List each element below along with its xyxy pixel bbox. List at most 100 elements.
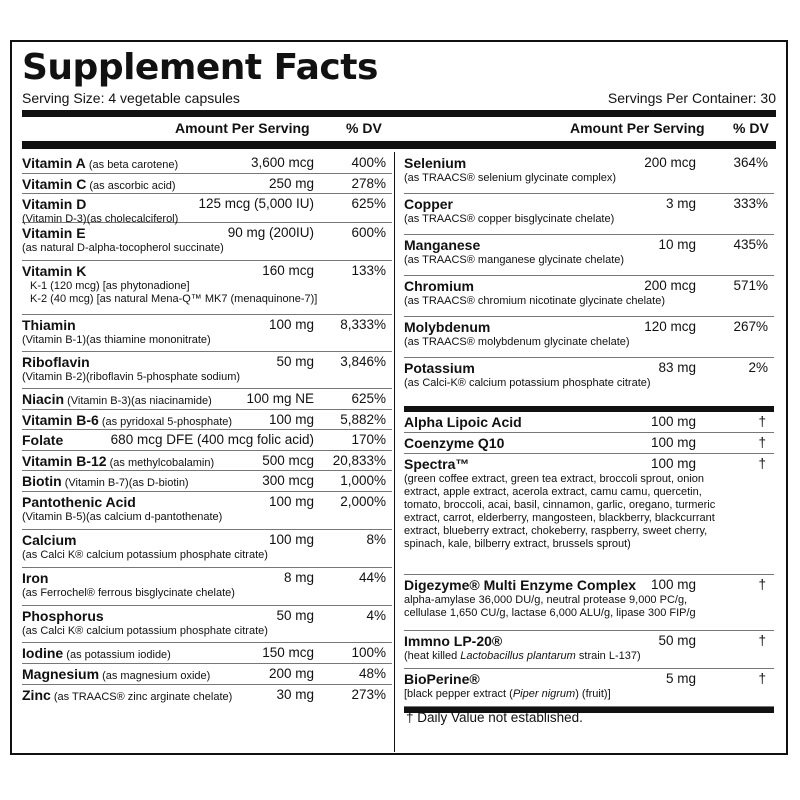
mineral-name: Potassium — [404, 360, 475, 376]
nutrient-name: Riboflavin — [22, 354, 90, 370]
nutrient-amount: 150 mcg — [262, 645, 314, 660]
mineral-dv: 435% — [733, 237, 768, 252]
nutrient-main-line: Niacin (Vitamin B-3)(as niacinamide) 100 … — [22, 390, 392, 408]
nutrient-source: K-1 (120 mcg) [as phytonadione] — [30, 280, 190, 292]
mineral-dv: 333% — [733, 196, 768, 211]
nutrient-dv: 170% — [351, 432, 386, 447]
nutrient-row: Vitamin D 125 mcg (5,000 IU) 625% (Vitamin … — [22, 194, 392, 225]
nutrient-row: Vitamin A (as beta carotene) 3,600 mcg 400… — [22, 153, 392, 174]
blend-detail: extract, apple extract, acerola extract,… — [404, 486, 702, 498]
nutrient-row: Niacin (Vitamin B-3)(as niacinamide) 100 … — [22, 389, 392, 410]
blend-detail: extract, carrot, elderberry, mangosteen,… — [404, 512, 715, 524]
nutrient-row: Calcium 100 mg 8% (as Calci K® calcium pota… — [22, 530, 392, 568]
mineral-amount: 120 mcg — [644, 319, 696, 334]
dagger-mark: † — [758, 456, 766, 471]
nutrient-amount: 30 mg — [276, 687, 314, 702]
nutrient-main-line: Vitamin B-12 (as methylcobalamin) 500 mcg… — [22, 452, 392, 470]
dagger-mark: † — [758, 435, 766, 450]
mineral-dv: 267% — [733, 319, 768, 334]
nutrient-row: Riboflavin 50 mg 3,846% (Vitamin B-2)(ribof… — [22, 352, 392, 389]
mineral-source: (as Calci-K® calcium potassium phosphate… — [404, 377, 651, 389]
blend-name: Digezyme® Multi Enzyme Complex — [404, 577, 637, 593]
nutrient-amount: 50 mg — [276, 354, 314, 369]
mineral-row: Selenium 200 mcg 364% (as TRAACS® selenium … — [404, 153, 774, 194]
nutrient-name: Magnesium — [22, 666, 100, 682]
nutrient-main-line: Vitamin C (as ascorbic acid) 250 mg 278% — [22, 175, 392, 193]
nutrient-amount: 300 mcg — [262, 473, 314, 488]
blend-separator-rule — [404, 406, 774, 412]
nutrient-amount: 90 mg (200IU) — [227, 225, 314, 240]
nutrient-row: Biotin (Vitamin B-7)(as D-biotin) 300 mcg… — [22, 471, 392, 492]
mineral-main-line: Manganese 10 mg 435% — [404, 236, 774, 254]
mineral-name: Molybdenum — [404, 319, 491, 335]
blend-amount: 100 mg — [650, 577, 696, 592]
nutrient-dv: 278% — [351, 176, 386, 191]
nutrient-main-line: Riboflavin 50 mg 3,846% — [22, 353, 392, 371]
nutrient-source: (as Ferrochel® ferrous bisglycinate chel… — [22, 587, 235, 599]
nutrient-name: Vitamin A — [22, 155, 86, 171]
nutrient-source: (Vitamin B-5)(as calcium d-pantothenate) — [22, 511, 223, 523]
nutrient-name: Vitamin K — [22, 263, 87, 279]
mineral-dv: 364% — [733, 155, 768, 170]
blend-name: Immno LP-20® — [404, 633, 503, 649]
nutrient-main-line: Pantothenic Acid 100 mg 2,000% — [22, 493, 392, 511]
mineral-amount: 10 mg — [658, 237, 696, 252]
nutrient-main-line: Vitamin E 90 mg (200IU) 600% — [22, 224, 392, 242]
blend-row: Immno LP-20® 50 mg † (heat killed Lactobaci… — [404, 631, 774, 669]
nutrient-amount: 8 mg — [283, 570, 314, 585]
nutrient-row: Phosphorus 50 mg 4% (as Calci K® calcium po… — [22, 606, 392, 643]
nutrient-dv: 48% — [358, 666, 386, 681]
nutrient-source: (as natural D-alpha-tocopherol succinate… — [22, 242, 224, 254]
nutrient-row: Pantothenic Acid 100 mg 2,000% (Vitamin B-5… — [22, 492, 392, 530]
nutrient-dv: 133% — [351, 263, 386, 278]
nutrient-row: Vitamin C (as ascorbic acid) 250 mg 278% — [22, 174, 392, 194]
nutrient-main-line: Vitamin B-6 (as pyridoxal 5-phosphate) 10… — [22, 411, 392, 429]
nutrient-name: Zinc — [22, 687, 51, 703]
nutrient-dv: 273% — [351, 687, 386, 702]
mineral-name: Chromium — [404, 278, 474, 294]
blend-name: BioPerine® — [404, 671, 480, 687]
right-dv-header: % DV — [733, 120, 769, 136]
nutrient-main-line: Magnesium (as magnesium oxide) 200 mg 48% — [22, 665, 392, 683]
blend-detail: tomato, broccoli, acai, basil, cinnamon,… — [404, 499, 716, 511]
left-dv-header: % DV — [346, 120, 382, 136]
nutrient-dv: 20,833% — [332, 453, 386, 468]
nutrient-amount: 50 mg — [276, 608, 314, 623]
nutrient-note: (as beta carotene) — [85, 159, 179, 171]
mineral-row: Chromium 200 mcg 571% (as TRAACS® chromium … — [404, 276, 774, 317]
blend-detail: (green coffee extract, green tea extract… — [404, 473, 705, 485]
nutrient-row: Thiamin 100 mg 8,333% (Vitamin B-1)(as thia… — [22, 315, 392, 352]
nutrient-note: (as potassium iodide) — [63, 649, 171, 661]
mineral-amount: 3 mg — [665, 196, 696, 211]
dagger-mark: † — [758, 414, 766, 429]
nutrient-row: Vitamin B-6 (as pyridoxal 5-phosphate) 10… — [22, 410, 392, 430]
nutrient-source: (as Calci K® calcium potassium phosphate… — [22, 625, 268, 637]
nutrient-main-line: Biotin (Vitamin B-7)(as D-biotin) 300 mcg… — [22, 472, 392, 490]
blend-name: Alpha Lipoic Acid — [404, 414, 522, 430]
detail-italic: Piper nigrum — [512, 688, 576, 700]
nutrient-dv: 625% — [351, 391, 386, 406]
nutrient-dv: 5,882% — [340, 412, 386, 427]
nutrient-amount: 3,600 mcg — [250, 155, 314, 170]
mineral-source: (as TRAACS® chromium nicotinate glycinat… — [404, 295, 666, 307]
mineral-source: (as TRAACS® manganese glycinate chelate) — [404, 254, 625, 266]
blend-detail: cellulase 1,650 CU/g, lactase 6,000 ALU/… — [404, 607, 696, 619]
nutrient-name: Calcium — [22, 532, 77, 548]
blend-amount: 100 mg — [650, 435, 696, 450]
blend-amount: 100 mg — [650, 414, 696, 429]
nutrient-main-line: Zinc (as TRAACS® zinc arginate chelate) 3… — [22, 686, 392, 704]
blend-main-line: BioPerine® 5 mg † — [404, 670, 774, 688]
mineral-main-line: Copper 3 mg 333% — [404, 195, 774, 213]
nutrient-dv: 4% — [366, 608, 386, 623]
serving-size: Serving Size: 4 vegetable capsules — [22, 90, 240, 106]
nutrient-note: (as pyridoxal 5-phosphate) — [98, 416, 233, 428]
nutrient-note: (Vitamin B-3)(as niacinamide) — [64, 395, 212, 407]
nutrient-row: Vitamin K 160 mcg 133% K-1 (120 mcg) [as ph… — [22, 261, 392, 315]
nutrient-source: (Vitamin B-1)(as thiamine mononitrate) — [22, 334, 211, 346]
nutrient-amount: 100 mg NE — [246, 391, 314, 406]
nutrient-amount: 250 mg — [268, 176, 314, 191]
blend-row: Digezyme® Multi Enzyme Complex 100 mg † alp… — [404, 575, 774, 631]
nutrient-main-line: Vitamin A (as beta carotene) 3,600 mcg 400… — [22, 154, 392, 172]
nutrient-note: (as TRAACS® zinc arginate chelate) — [50, 691, 233, 703]
nutrient-dv: 1,000% — [340, 473, 386, 488]
